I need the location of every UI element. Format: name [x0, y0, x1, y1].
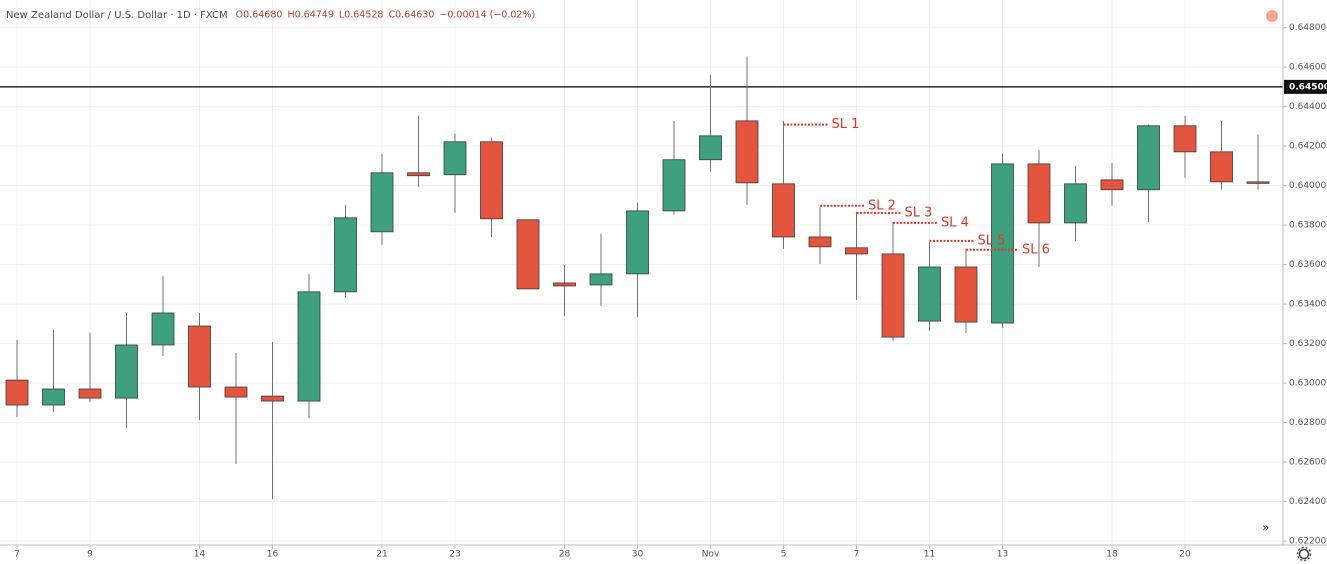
stop-loss-label: SL 2 [868, 198, 896, 213]
price-label: 0.64500 [1289, 82, 1327, 92]
x-tick-label: 13 [997, 550, 1008, 560]
candle-body [480, 141, 503, 220]
candle-body [407, 172, 430, 177]
candle-body [699, 135, 722, 161]
candle-body [1137, 125, 1160, 191]
x-tick-label: 5 [781, 550, 787, 560]
y-tick-label: 0.64200 [1289, 142, 1326, 152]
candle-body [188, 325, 211, 388]
ohlc-value: H0.64749 [287, 10, 333, 21]
y-tick-label: 0.63400 [1289, 300, 1326, 310]
y-tick-label: 0.63200 [1289, 339, 1326, 349]
x-tick-label: 9 [87, 550, 93, 560]
candle-body [954, 266, 978, 323]
y-tick-label: 0.62800 [1289, 418, 1326, 428]
candle-body [1246, 181, 1270, 184]
candle-body [662, 159, 686, 212]
stop-loss-label: SL 3 [905, 205, 933, 220]
candle-body [918, 266, 941, 322]
candle-body [370, 172, 394, 233]
candle-body [553, 282, 576, 287]
candle-body [1210, 151, 1233, 183]
candle-body [589, 273, 613, 286]
candle-body [151, 312, 175, 346]
x-tick-label: 20 [1179, 550, 1191, 560]
scroll-right-icon[interactable]: » [1262, 521, 1269, 535]
y-tick-label: 0.63800 [1289, 221, 1326, 231]
x-tick-label: 7 [14, 550, 20, 560]
candle-body [516, 219, 540, 290]
y-tick-label: 0.63000 [1289, 379, 1326, 389]
candle-body [772, 183, 795, 238]
candle-body [78, 388, 102, 399]
candle-body [845, 247, 868, 255]
plot: SL 1 SL 2 SL 3 SL 4 SL 5 SL 6 [0, 56, 1283, 500]
x-tick-label: 11 [924, 550, 935, 560]
candle-body [224, 386, 248, 398]
candle-body [735, 120, 759, 184]
candle-body [1173, 125, 1197, 153]
x-tick-label: 14 [194, 550, 206, 560]
y-tick-label: 0.62400 [1289, 497, 1326, 507]
stop-loss-label: SL 4 [941, 215, 969, 230]
ohlc-value: −0.00014 (−0.02%) [439, 10, 535, 21]
ohlc-value: O0.64680 [236, 10, 283, 21]
y-tick-label: 0.64800 [1289, 23, 1326, 33]
x-tick-label: 30 [632, 550, 644, 560]
candle-body [1027, 163, 1051, 224]
gear[interactable] [1298, 548, 1310, 560]
candle-body [881, 253, 905, 338]
ohlc-value: C0.64630 [388, 10, 434, 21]
price-label-box [1284, 79, 1327, 94]
x-tick-label: 16 [267, 550, 279, 560]
y-tick-label: 0.64600 [1289, 63, 1326, 73]
y-tick-label: 0.62200 [1289, 537, 1326, 547]
y-tick-label: 0.62600 [1289, 458, 1326, 468]
gear-teeth[interactable] [1296, 546, 1312, 562]
candle-body [42, 388, 65, 406]
y-tick-label: 0.64000 [1289, 181, 1326, 191]
candle-body [1100, 179, 1124, 191]
candle-body [261, 395, 284, 402]
candle-body [297, 291, 321, 402]
x-tick-label: 28 [559, 550, 571, 560]
x-tick-label: 7 [854, 550, 860, 560]
candle-body [991, 163, 1014, 324]
candle-body [5, 379, 29, 406]
stop-loss-label: SL 1 [832, 117, 860, 132]
candle-body [808, 236, 832, 248]
stop-loss-label: SL 5 [978, 233, 1006, 248]
chart-title: New Zealand Dollar / U.S. Dollar · 1D · … [6, 10, 228, 21]
x-tick-label: 18 [1106, 550, 1118, 560]
y-tick-label: 0.63600 [1289, 260, 1326, 270]
x-tick-label: 21 [376, 550, 387, 560]
candle-body [626, 210, 649, 275]
x-tick-label: 23 [449, 550, 460, 560]
x-tick-label: Nov [702, 550, 720, 560]
axes: 0.62200 0.62400 0.62600 0.62800 0.63000 0.632… [14, 23, 1327, 560]
status-dot[interactable] [1266, 10, 1278, 22]
candle-body [115, 344, 138, 399]
y-tick-label: 0.64400 [1289, 102, 1326, 112]
stop-loss-label: SL 6 [1022, 242, 1050, 257]
candle-body [443, 141, 467, 176]
candle-body [334, 217, 357, 293]
ohlc-value: L0.64528 [339, 10, 384, 21]
settings-icon[interactable] [1296, 546, 1312, 562]
candle-body [1064, 183, 1087, 224]
